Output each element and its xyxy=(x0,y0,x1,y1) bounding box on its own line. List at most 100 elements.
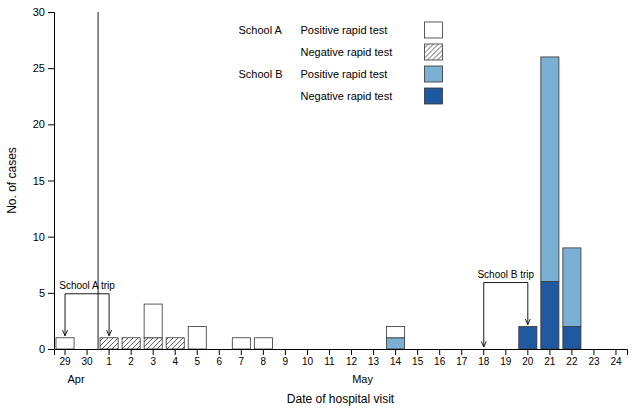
bar-series xyxy=(100,338,184,349)
bar-segment xyxy=(122,337,140,338)
x-tick-label: 15 xyxy=(412,356,424,367)
bar-segment xyxy=(78,349,96,350)
annotation-text: School A trip xyxy=(59,280,115,291)
x-tick-label: 17 xyxy=(456,356,468,367)
bar-segment xyxy=(342,349,360,350)
x-tick-label: 4 xyxy=(172,356,178,367)
bar-segment xyxy=(475,349,493,350)
bar-segment xyxy=(497,349,515,350)
bar-segment xyxy=(56,338,74,349)
bar-segment xyxy=(453,349,471,350)
annotation-arrow xyxy=(109,294,110,336)
x-tick-label: 19 xyxy=(500,356,512,367)
bar-segment xyxy=(563,327,581,349)
x-tick: 23 xyxy=(588,349,600,367)
bar-segment xyxy=(276,349,294,350)
bar-segment xyxy=(276,349,294,350)
bar-segment xyxy=(78,349,96,350)
x-tick: 1 xyxy=(106,349,112,367)
y-tick: 20 xyxy=(33,118,54,130)
x-tick-mark xyxy=(285,349,286,355)
x-tick-mark xyxy=(219,349,220,355)
bar-segment xyxy=(100,338,118,349)
x-tick-mark xyxy=(175,349,176,355)
bar-segment xyxy=(585,349,603,350)
bar-segment xyxy=(122,337,140,338)
x-tick-label: 12 xyxy=(346,356,358,367)
legend-group-label: School B xyxy=(239,68,283,80)
bar-segment xyxy=(166,337,184,338)
bar-segment xyxy=(276,349,294,350)
bar-segment xyxy=(210,349,228,350)
bar-segment xyxy=(276,349,294,350)
annotation: School B trip xyxy=(477,269,534,347)
bar-segment xyxy=(453,349,471,350)
x-tick-label: 24 xyxy=(610,356,622,367)
legend-entry: Negative rapid test xyxy=(301,88,443,104)
y-tick-label: 30 xyxy=(33,6,45,18)
x-tick-label: 7 xyxy=(239,356,245,367)
bar-segment xyxy=(607,349,625,350)
annotation-bracket xyxy=(65,293,109,294)
legend-swatch xyxy=(425,88,443,104)
x-tick-label: 22 xyxy=(566,356,578,367)
bar-segment xyxy=(409,349,427,350)
bar-segment xyxy=(210,349,228,350)
x-tick: 15 xyxy=(412,349,424,367)
y-axis-line xyxy=(48,13,55,350)
bar-segment xyxy=(100,337,118,338)
bar-segment xyxy=(342,349,360,350)
x-tick-mark xyxy=(461,349,462,355)
x-tick-mark xyxy=(263,349,264,355)
y-tick: 30 xyxy=(33,6,54,18)
x-tick-label: 20 xyxy=(522,356,534,367)
x-tick-label: 3 xyxy=(150,356,156,367)
x-tick: 11 xyxy=(324,349,335,367)
bar-segment xyxy=(475,349,493,350)
y-tick: 15 xyxy=(33,175,54,187)
bar-segment xyxy=(365,349,383,350)
bar-segment xyxy=(541,56,559,57)
x-tick-label: 1 xyxy=(106,356,112,367)
bar-segment xyxy=(100,337,118,338)
bar-segment xyxy=(431,349,449,350)
x-tick: 24 xyxy=(610,349,622,367)
x-tick: 2 xyxy=(128,349,134,367)
bars xyxy=(56,57,581,349)
x-tick: 22 xyxy=(566,349,578,367)
plot: 0510152025302930123456789101112131415161… xyxy=(5,6,628,406)
y-tick-mark xyxy=(48,293,54,294)
bar-segment xyxy=(607,349,625,350)
bar-segment xyxy=(585,349,603,350)
bar-segment xyxy=(365,349,383,350)
bar-segment xyxy=(453,349,471,350)
bar-segment xyxy=(320,349,338,350)
x-tick: 19 xyxy=(500,349,512,367)
x-tick-mark xyxy=(197,349,198,355)
bar-segment xyxy=(365,349,383,350)
legend-label: Negative rapid test xyxy=(301,46,393,58)
bar-segment xyxy=(298,349,316,350)
x-tick: 12 xyxy=(346,349,358,367)
legend-swatch xyxy=(425,44,443,60)
bar-segment xyxy=(122,337,140,338)
x-tick: 5 xyxy=(194,349,200,367)
chart-container: 0510152025302930123456789101112131415161… xyxy=(0,0,641,413)
x-tick-mark xyxy=(241,349,242,355)
x-tick-label: 8 xyxy=(261,356,267,367)
bar-segment xyxy=(78,349,96,350)
bar-segment xyxy=(409,349,427,350)
bar-segment xyxy=(78,349,96,350)
bar-segment xyxy=(431,349,449,350)
x-tick-mark xyxy=(373,349,374,355)
bar-segment xyxy=(497,349,515,350)
bar-series xyxy=(56,304,405,349)
x-tick: 29 xyxy=(59,349,71,367)
bar-segment xyxy=(188,327,206,349)
y-tick-mark xyxy=(48,181,54,182)
legend-label: Negative rapid test xyxy=(301,90,393,102)
month-label: Apr xyxy=(67,373,84,385)
bar-segment xyxy=(453,349,471,350)
annotation: School A trip xyxy=(59,280,115,336)
x-tick: 17 xyxy=(456,349,468,367)
